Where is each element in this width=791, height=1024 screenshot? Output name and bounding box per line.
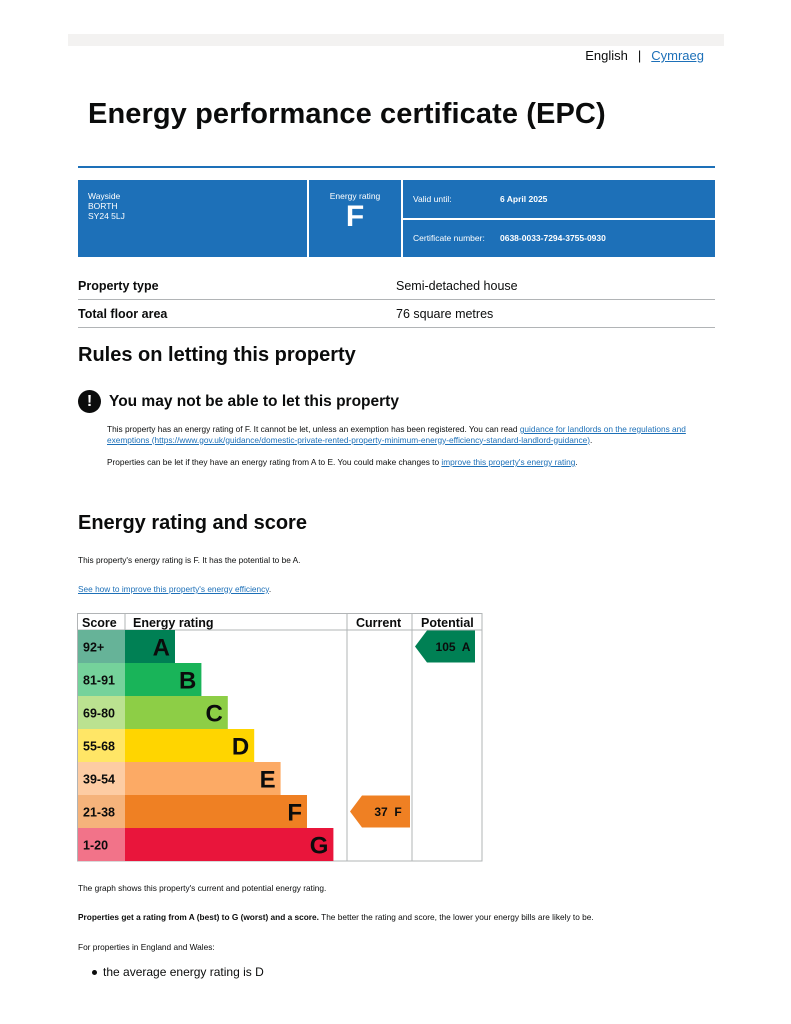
current-rating-label: 37 F bbox=[374, 805, 401, 819]
improve-efficiency-end: . bbox=[268, 584, 272, 594]
language-separator: | bbox=[637, 48, 642, 63]
language-english: English bbox=[585, 48, 628, 63]
letting-warning: ! You may not be able to let this proper… bbox=[78, 390, 399, 413]
certificate-number-row: Certificate number: 0638-0033-7294-3755-… bbox=[403, 219, 715, 257]
valid-until-label: Valid until: bbox=[413, 193, 452, 204]
band-letter-f: F bbox=[287, 800, 302, 827]
band-bar-g bbox=[125, 828, 334, 861]
score-cell-e bbox=[78, 762, 125, 795]
letting-guidance-end: . bbox=[589, 434, 593, 445]
letting-rules-text: Properties can be let if they have an en… bbox=[107, 457, 442, 467]
score-label-e: 39-54 bbox=[83, 773, 115, 787]
rules-heading: Rules on letting this property bbox=[78, 344, 356, 366]
language-welsh-link[interactable]: Cymraeg bbox=[651, 48, 704, 63]
band-bar-a bbox=[125, 630, 175, 663]
band-letter-d: D bbox=[232, 734, 249, 761]
address-line-1: Wayside bbox=[88, 191, 121, 201]
property-type-label: Property type bbox=[78, 278, 159, 293]
energy-summary: This property's energy rating is F. It h… bbox=[78, 555, 301, 565]
rating-scale-paragraph: Properties get a rating from A (best) to… bbox=[78, 912, 594, 923]
letting-guidance-text: This property has an energy rating of F.… bbox=[107, 424, 520, 434]
score-label-f: 21-38 bbox=[83, 806, 115, 820]
score-cell-c bbox=[78, 696, 125, 729]
band-letter-b: B bbox=[179, 668, 196, 695]
england-wales-label: For properties in England and Wales: bbox=[78, 942, 215, 952]
letting-guidance-paragraph: This property has an energy rating of F.… bbox=[107, 424, 713, 445]
band-letter-g: G bbox=[310, 833, 329, 860]
score-label-c: 69-80 bbox=[83, 707, 115, 721]
score-cell-d bbox=[78, 729, 125, 762]
energy-heading: Energy rating and score bbox=[78, 512, 307, 534]
property-type-row: Property type Semi-detached house bbox=[78, 272, 715, 300]
letting-rules-end: . bbox=[575, 457, 578, 467]
certificate-details: Valid until: 6 April 2025 Certificate nu… bbox=[403, 180, 715, 257]
rating-scale-rest: The better the rating and score, the low… bbox=[318, 912, 594, 922]
rating-markers: 37 F 105 A bbox=[350, 630, 475, 828]
top-strip bbox=[68, 34, 724, 46]
property-address: Wayside BORTH SY24 5LJ bbox=[78, 180, 307, 257]
potential-rating-arrow bbox=[415, 630, 475, 663]
bullet-icon bbox=[92, 969, 97, 975]
exclamation-icon: ! bbox=[78, 390, 101, 413]
average-rating-list: the average energy rating is D bbox=[92, 965, 264, 979]
band-bar-c bbox=[125, 696, 228, 729]
header-score: Score bbox=[82, 616, 117, 630]
certificate-number-label: Certificate number: bbox=[413, 233, 485, 244]
band-bar-e bbox=[125, 762, 281, 795]
average-rating-text: the average energy rating is D bbox=[103, 965, 264, 979]
language-switcher: English | Cymraeg bbox=[585, 48, 704, 63]
band-letter-a: A bbox=[153, 635, 170, 662]
band-letter-e: E bbox=[260, 767, 276, 794]
score-label-b: 81-91 bbox=[83, 674, 115, 688]
floor-area-label: Total floor area bbox=[78, 306, 168, 321]
floor-area-row: Total floor area 76 square metres bbox=[78, 300, 715, 328]
title-divider bbox=[78, 166, 715, 168]
rating-scale-bold: Properties get a rating from A (best) to… bbox=[78, 912, 319, 922]
improve-efficiency-link[interactable]: See how to improve this property's energ… bbox=[78, 584, 269, 594]
valid-until-row: Valid until: 6 April 2025 bbox=[403, 180, 715, 218]
band-bar-d bbox=[125, 729, 255, 762]
energy-rating-box: Energy rating F bbox=[309, 180, 401, 257]
band-bar-f bbox=[125, 795, 307, 828]
score-label-a: 92+ bbox=[83, 641, 104, 655]
energy-rating-value: F bbox=[345, 200, 365, 233]
score-cell-f bbox=[78, 795, 125, 828]
improve-efficiency-paragraph: See how to improve this property's energ… bbox=[78, 584, 271, 595]
score-label-g: 1-20 bbox=[83, 839, 108, 853]
energy-rating-label: Energy rating bbox=[329, 191, 381, 201]
page-title: Energy performance certificate (EPC) bbox=[88, 98, 606, 130]
score-label-d: 55-68 bbox=[83, 740, 115, 754]
letting-rules-paragraph: Properties can be let if they have an en… bbox=[107, 457, 713, 468]
band-letter-c: C bbox=[205, 701, 222, 728]
floor-area-value: 76 square metres bbox=[396, 306, 494, 321]
current-rating-arrow bbox=[350, 795, 410, 828]
list-item: the average energy rating is D bbox=[92, 965, 264, 979]
certificate-header: Wayside BORTH SY24 5LJ Energy rating F V… bbox=[78, 180, 715, 257]
address-line-2: BORTH bbox=[88, 201, 118, 211]
valid-until-value: 6 April 2025 bbox=[500, 193, 548, 204]
score-cell-g bbox=[78, 828, 125, 861]
property-type-value: Semi-detached house bbox=[396, 278, 518, 293]
property-summary-table: Property type Semi-detached house Total … bbox=[78, 272, 715, 328]
energy-rating-chart: Score Energy rating Current Potential 92… bbox=[77, 613, 483, 862]
graph-note: The graph shows this property's current … bbox=[78, 883, 327, 893]
header-current: Current bbox=[356, 616, 402, 630]
landlord-guidance-link[interactable]: guidance for landlords on the regulation… bbox=[107, 424, 686, 445]
header-energy-rating: Energy rating bbox=[133, 616, 214, 630]
warning-text: You may not be able to let this property bbox=[109, 392, 399, 410]
score-cell-b bbox=[78, 663, 125, 696]
band-bar-b bbox=[125, 663, 202, 696]
improve-rating-link[interactable]: improve this property's energy rating bbox=[441, 457, 576, 467]
rating-bands: 92+ A 81-91 B 69-80 C 55-68 D 39-54 E 21-38 F 1-20 G bbox=[78, 630, 334, 861]
header-potential: Potential bbox=[421, 616, 474, 630]
certificate-number-value: 0638-0033-7294-3755-0930 bbox=[500, 233, 606, 244]
score-cell-a bbox=[78, 630, 125, 663]
address-postcode: SY24 5LJ bbox=[88, 211, 125, 221]
potential-rating-label: 105 A bbox=[436, 640, 471, 654]
